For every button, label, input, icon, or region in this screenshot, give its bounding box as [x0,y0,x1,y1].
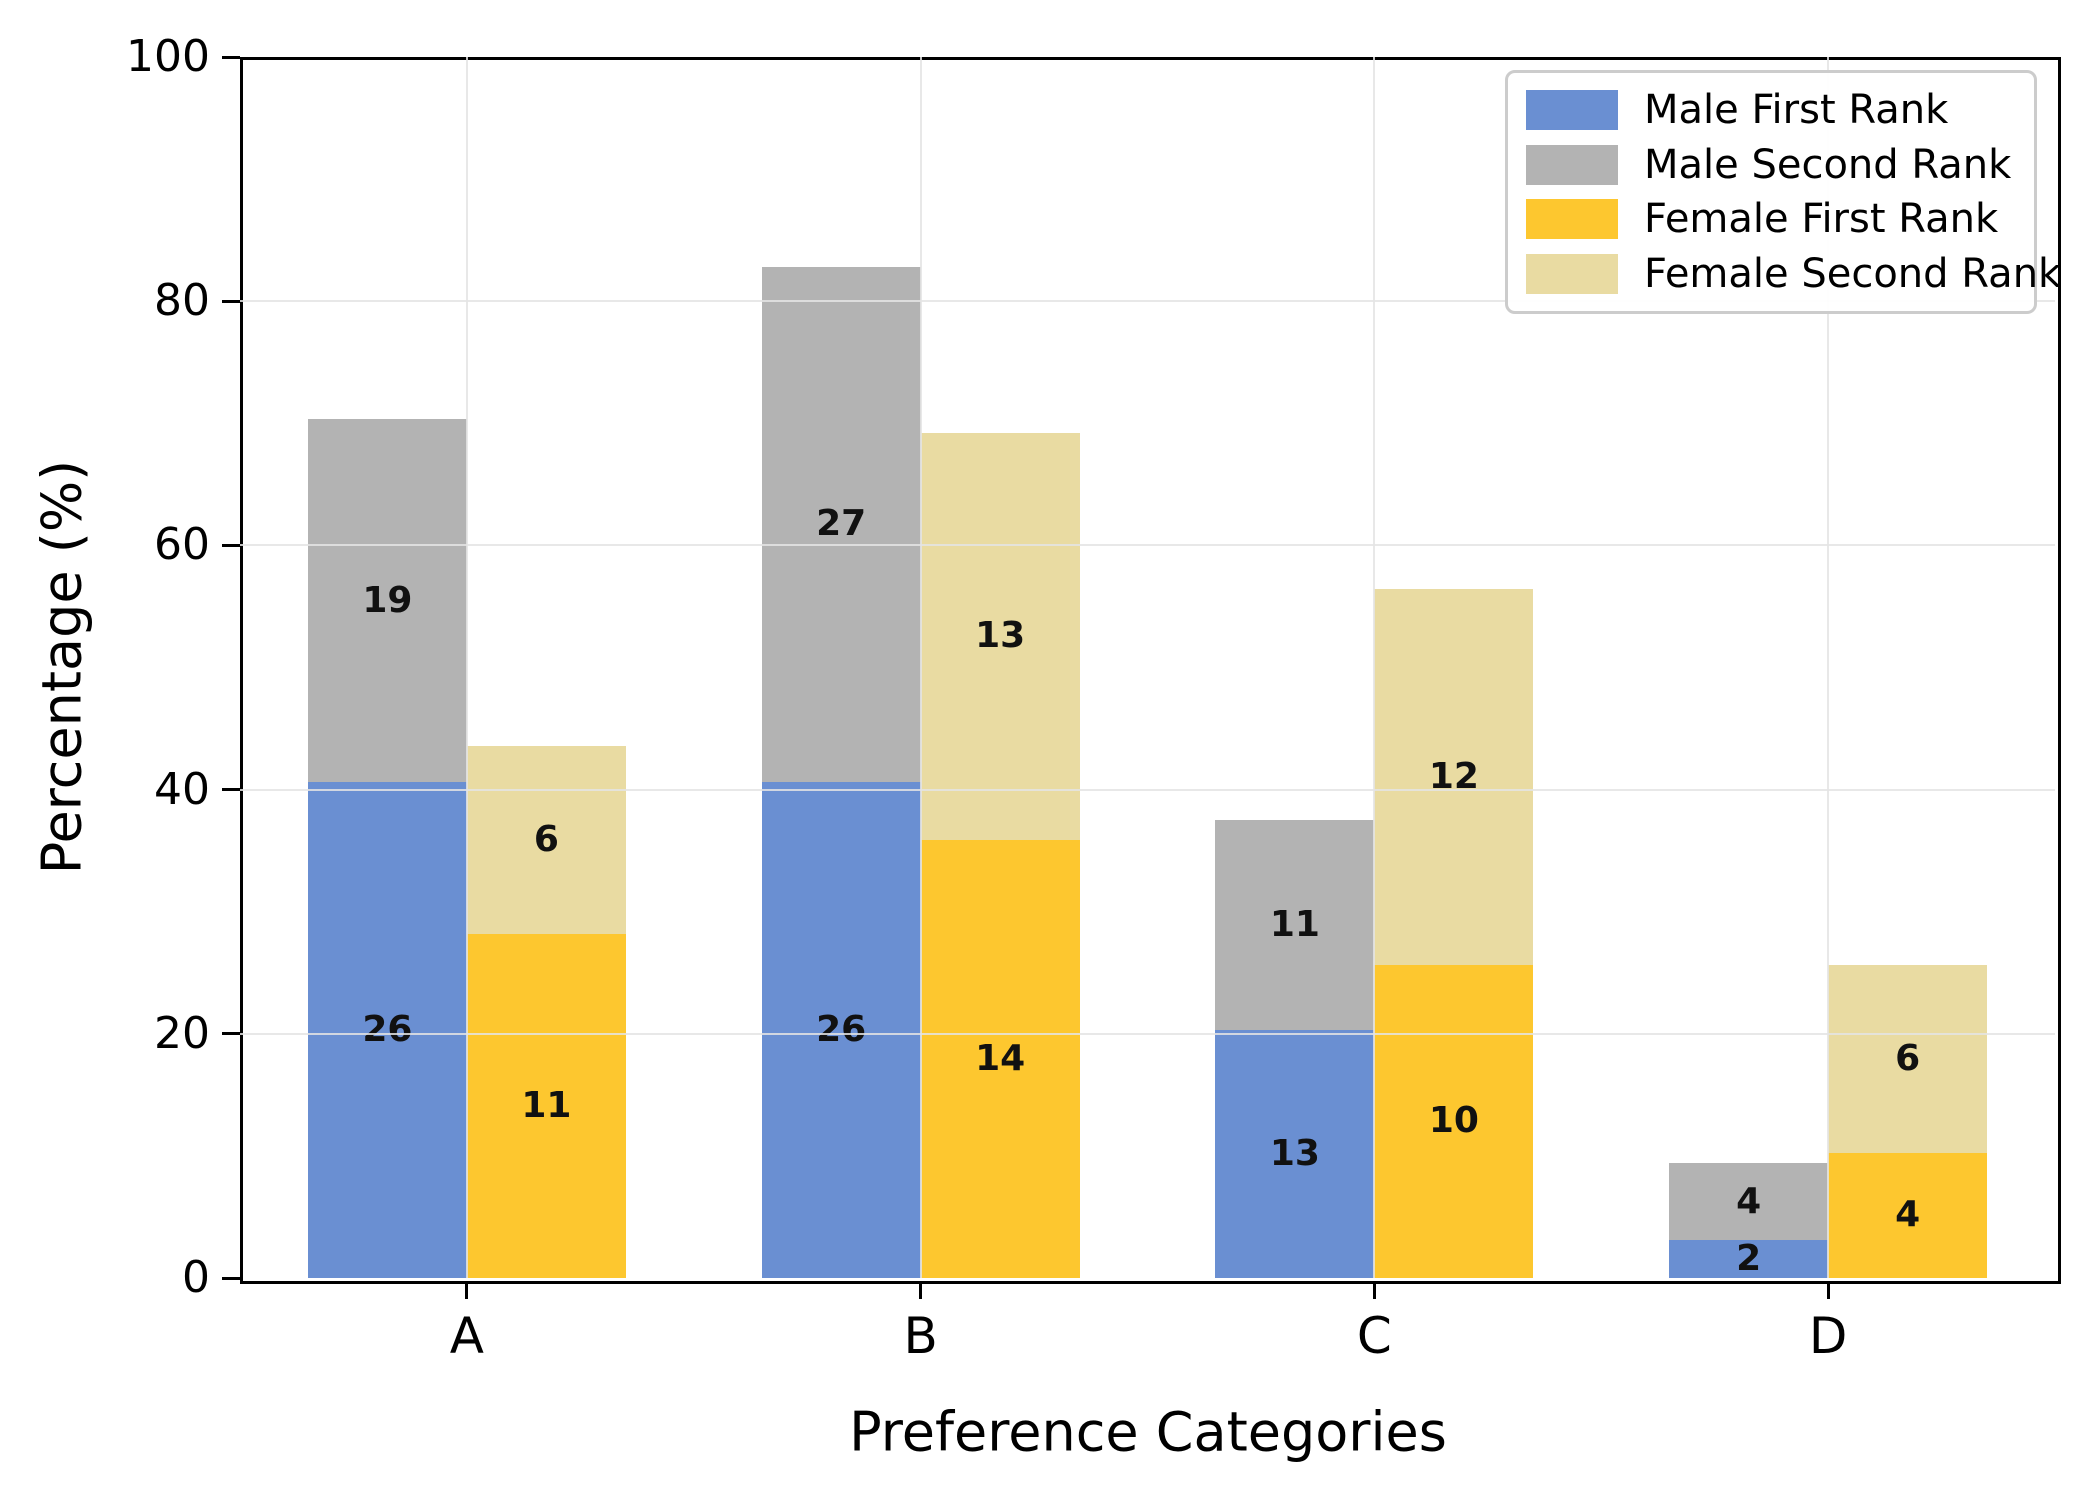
x-tick-mark [1372,1281,1376,1299]
x-tick-label: A [449,1307,484,1365]
bar-segment: 10 [1374,964,1534,1278]
bar-segment: 4 [1669,1163,1829,1240]
bar-segment: 11 [466,933,626,1278]
y-tick-mark [222,299,240,303]
x-tick-label: B [903,1307,938,1365]
y-tick-label: 80 [154,275,210,327]
bar-segment: 12 [1374,589,1534,965]
legend-swatch [1526,90,1618,131]
legend-swatch [1526,199,1618,240]
legend-item: Female First Rank [1526,196,2016,243]
gridline-horizontal [240,300,2055,303]
bar-segment: 2 [1669,1237,1829,1279]
bar-value-label: 13 [1269,1132,1320,1174]
bar-value-label: 19 [362,579,413,621]
bar-value-label: 2 [1736,1237,1762,1279]
bar-segment: 4 [1828,1152,1988,1278]
bar-segment: 27 [761,266,921,782]
bar-value-label: 6 [533,818,559,860]
bar-value-label: 27 [816,503,867,545]
bar-segment: 19 [307,419,467,782]
y-tick-mark [222,543,240,547]
y-tick-mark [222,1276,240,1280]
bar-value-label: 4 [1736,1180,1762,1222]
bar-value-label: 26 [816,1008,867,1050]
bar-segment: 14 [920,839,1080,1278]
bar-segment: 26 [761,781,921,1278]
y-tick-mark [222,1032,240,1036]
legend-item: Male Second Rank [1526,141,2016,188]
gridline-horizontal [240,1032,2055,1035]
y-tick-label: 0 [182,1252,210,1303]
x-tick-label: D [1808,1307,1848,1365]
bar-value-label: 14 [975,1037,1026,1079]
gridline-vertical [465,57,468,1278]
legend-label: Female First Rank [1644,196,1999,243]
legend-label: Male First Rank [1644,87,1949,134]
bar-segment: 11 [1215,820,1375,1030]
bar-segment: 6 [466,745,626,934]
legend-swatch [1526,144,1618,185]
y-tick-mark [222,788,240,792]
bar-value-label: 4 [1895,1194,1921,1236]
y-tick-label: 100 [126,31,210,82]
legend-label: Male Second Rank [1644,141,2012,188]
legend-label: Female Second Rank [1644,250,2062,297]
bar-segment: 6 [1828,964,1988,1153]
x-tick-label: C [1356,1307,1392,1365]
gridline-horizontal [240,544,2055,547]
bar-segment: 26 [307,781,467,1278]
y-tick-label: 60 [154,519,210,571]
bar-segment: 13 [1215,1030,1375,1278]
legend-item: Male First Rank [1526,87,2016,134]
legend-item: Female Second Rank [1526,253,2061,294]
legend: Male First Rank Male Second Rank Female Fi… [1505,70,2061,314]
x-tick-mark [919,1281,923,1299]
bar-value-label: 26 [362,1008,413,1050]
gridline-vertical [1827,57,1830,1278]
gridline-vertical [1373,57,1376,1278]
y-tick-mark [222,55,240,59]
bar-value-label: 10 [1428,1100,1479,1142]
legend-swatch [1526,253,1618,294]
gridline-vertical [919,57,922,1278]
bar-value-label: 13 [975,615,1026,657]
x-tick-mark [465,1281,469,1299]
x-tick-mark [1826,1281,1830,1299]
y-tick-label: 20 [154,1007,210,1059]
bar-value-label: 12 [1428,756,1479,798]
bar-value-label: 6 [1895,1037,1921,1079]
bar-segment: 13 [920,432,1080,840]
x-axis-title: Preference Categories [849,1400,1447,1464]
bar-value-label: 11 [1269,904,1320,946]
y-tick-label: 40 [154,763,210,815]
bar-value-label: 11 [521,1084,572,1126]
gridline-horizontal [240,788,2055,791]
